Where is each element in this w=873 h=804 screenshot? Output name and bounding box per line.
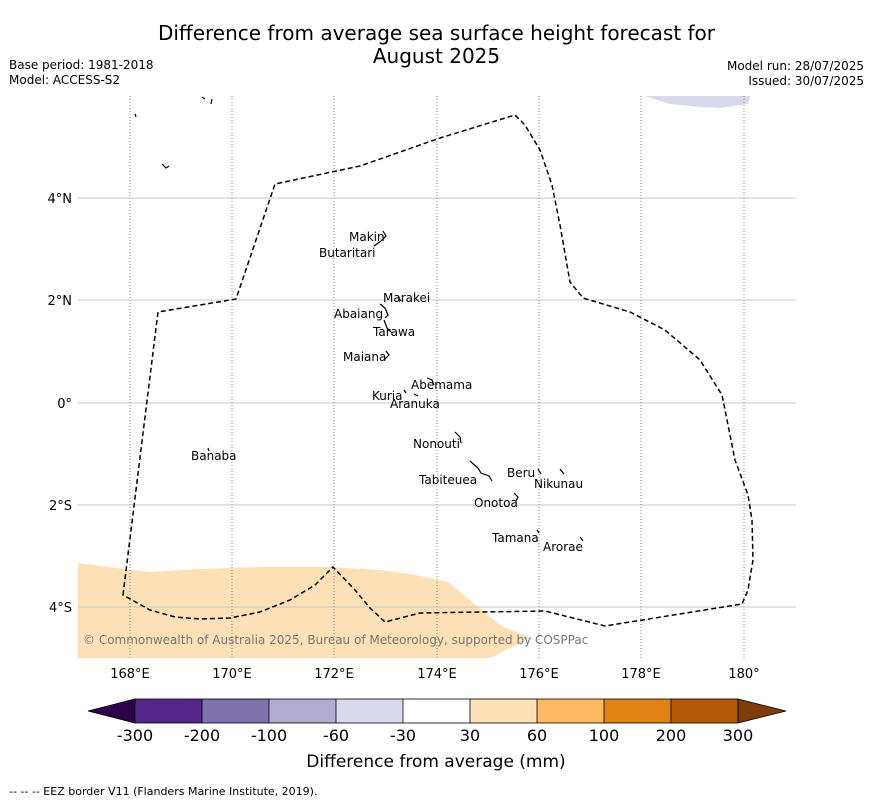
lon-label-176e: 176°E: [519, 667, 559, 682]
island-label-tamana: Tamana: [491, 531, 539, 545]
issued-date: Issued: 30/07/2025: [748, 74, 864, 88]
island-label-maiana: Maiana: [343, 350, 386, 364]
lon-label-168e: 168°E: [110, 667, 150, 682]
colorbar-tick: -30: [390, 726, 416, 745]
colorbar-segment: [269, 699, 336, 723]
island-shapes: [134, 96, 584, 542]
map-area: Makin Butaritari Marakei Abaiang Tarawa …: [78, 96, 796, 658]
colorbar-tick: -200: [184, 726, 220, 745]
meta-left: Base period: 1981-2018 Model: ACCESS-S2: [9, 58, 154, 88]
colorbar: -300 -200 -100 -60 -30 30 60 100 200 300…: [87, 698, 787, 772]
colorbar-arrow-high: [737, 698, 787, 724]
island-label-nonouti: Nonouti: [413, 437, 460, 451]
island-label-onotoa: Onotoa: [474, 496, 518, 510]
colorbar-segment: [604, 699, 671, 723]
island-label-tabiteuea: Tabiteuea: [418, 473, 477, 487]
chart-title: Difference from average sea surface heig…: [0, 22, 873, 68]
island-label-abemama: Abemama: [411, 378, 472, 392]
title-line-2: August 2025: [372, 44, 501, 68]
island-label-arorae: Arorae: [543, 540, 583, 554]
lat-label-0: 0°: [57, 397, 72, 412]
island-label-butaritari: Butaritari: [319, 246, 376, 260]
lon-label-178e: 178°E: [621, 667, 661, 682]
colorbar-label: Difference from average (mm): [306, 752, 565, 772]
island-label-nikunau: Nikunau: [534, 477, 583, 491]
colorbar-segment: [537, 699, 604, 723]
lat-label-2n: 2°N: [48, 294, 73, 309]
title-line-1: Difference from average sea surface heig…: [157, 21, 716, 45]
colorbar-tick: -100: [251, 726, 287, 745]
island-label-tarawa: Tarawa: [372, 325, 415, 339]
colorbar-tick: 100: [589, 726, 620, 745]
colorbar-segment: [135, 699, 202, 723]
colorbar-arrow-low: [87, 698, 136, 724]
lon-label-170e: 170°E: [212, 667, 252, 682]
colorbar-tick: 60: [527, 726, 547, 745]
eez-legend-note: -- -- -- EEZ border V11 (Flanders Marine…: [9, 785, 318, 798]
colorbar-tick: 200: [656, 726, 687, 745]
base-period: Base period: 1981-2018: [9, 58, 154, 72]
colorbar-tick: -60: [323, 726, 349, 745]
colorbar-segment: [671, 699, 738, 723]
island-label-abaiang: Abaiang: [334, 307, 383, 321]
eez-border: [122, 114, 754, 627]
island-label-makin: Makin: [349, 230, 385, 244]
lat-label-4n: 4°N: [48, 192, 73, 207]
island-label-aranuka: Aranuka: [390, 397, 440, 411]
colorbar-segment: [202, 699, 269, 723]
meta-right: Model run: 28/07/2025 Issued: 30/07/2025: [727, 59, 864, 89]
island-label-beru: Beru: [507, 466, 535, 480]
colorbar-tick: 300: [723, 726, 754, 745]
model-name: Model: ACCESS-S2: [9, 73, 121, 87]
lat-label-2s: 2°S: [49, 499, 72, 514]
lon-label-174e: 174°E: [417, 667, 457, 682]
island-label-kuria: Kuria: [372, 389, 403, 403]
negative-anomaly-region: [645, 96, 750, 108]
colorbar-segment: [403, 699, 470, 723]
copyright-notice: © Commonwealth of Australia 2025, Bureau…: [83, 633, 588, 647]
colorbar-segment: [336, 699, 403, 723]
lon-label-180: 180°: [728, 667, 759, 682]
island-label-marakei: Marakei: [383, 291, 430, 305]
island-label-banaba: Banaba: [191, 449, 237, 463]
positive-anomaly-region: [78, 563, 530, 658]
colorbar-tick: -300: [117, 726, 153, 745]
lon-label-172e: 172°E: [314, 667, 354, 682]
colorbar-segment: [470, 699, 537, 723]
model-run: Model run: 28/07/2025: [726, 59, 864, 73]
lat-label-4s: 4°S: [49, 601, 72, 616]
colorbar-outline: [134, 698, 739, 724]
colorbar-tick: 30: [460, 726, 480, 745]
